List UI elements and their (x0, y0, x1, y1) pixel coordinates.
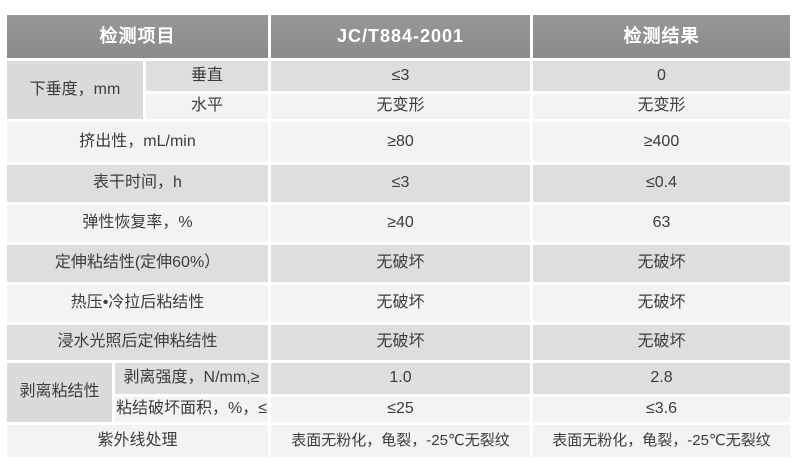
result-value: 无变形 (533, 94, 790, 119)
standard-value: 无破坏 (271, 245, 530, 282)
sub-label-peel-strength: 剥离强度，N/mm,≥ (115, 363, 268, 394)
result-value: ≤3.6 (533, 397, 790, 422)
row-label: 挤出性，mL/min (7, 122, 268, 162)
row-group-sag: 下垂度，mm 垂直 ≤3 0 水平 无变形 无变形 (7, 61, 790, 119)
standard-value: 1.0 (271, 363, 530, 394)
header-cell-standard: JC/T884-2001 (271, 15, 530, 58)
sub-label-horizontal: 水平 (146, 94, 268, 119)
standard-value: 无变形 (271, 94, 530, 119)
standard-value: ≤3 (271, 165, 530, 202)
row-label: 热压•冷拉后粘结性 (7, 285, 268, 322)
row-group-peel: 剥离粘结性 剥离强度，N/mm,≥ 1.0 2.8 粘结破坏面积，%，≤ ≤25… (7, 363, 790, 422)
standard-value: 表面无粉化，龟裂，-25℃无裂纹 (271, 425, 530, 457)
sub-label-vertical: 垂直 (146, 61, 268, 91)
row-label: 定伸粘结性(定伸60%） (7, 245, 268, 282)
row-tack-free-time: 表干时间，h ≤3 ≤0.4 (7, 165, 790, 202)
result-value: 无破坏 (533, 325, 790, 360)
standard-value: 无破坏 (271, 285, 530, 322)
result-value: 表面无粉化，龟裂，-25℃无裂纹 (533, 425, 790, 457)
row-label: 表干时间，h (7, 165, 268, 202)
result-value: 63 (533, 205, 790, 242)
row-bond-failure-area: 粘结破坏面积，%，≤ ≤25 ≤3.6 (115, 397, 790, 422)
row-label: 弹性恢复率，% (7, 205, 268, 242)
header-cell-result: 检测结果 (533, 15, 790, 58)
result-value: ≤0.4 (533, 165, 790, 202)
row-heat-press-cold-pull-adhesion: 热压•冷拉后粘结性 无破坏 无破坏 (7, 285, 790, 322)
result-value: ≥400 (533, 122, 790, 162)
standard-value: ≥40 (271, 205, 530, 242)
test-results-table: 检测项目 JC/T884-2001 检测结果 下垂度，mm 垂直 ≤3 0 水平… (7, 15, 790, 457)
row-uv-treatment: 紫外线处理 表面无粉化，龟裂，-25℃无裂纹 表面无粉化，龟裂，-25℃无裂纹 (7, 425, 790, 457)
row-label: 紫外线处理 (7, 425, 268, 457)
row-fixed-elongation-adhesion: 定伸粘结性(定伸60%） 无破坏 无破坏 (7, 245, 790, 282)
standard-value: ≤3 (271, 61, 530, 91)
header-cell-test-item: 检测项目 (7, 15, 268, 58)
sub-label-bond-failure-area: 粘结破坏面积，%，≤ (115, 397, 268, 422)
row-elastic-recovery: 弹性恢复率，% ≥40 63 (7, 205, 790, 242)
row-extrudability: 挤出性，mL/min ≥80 ≥400 (7, 122, 790, 162)
result-value: 0 (533, 61, 790, 91)
standard-value: 无破坏 (271, 325, 530, 360)
table-header-row: 检测项目 JC/T884-2001 检测结果 (7, 15, 790, 58)
row-group-sag-label: 下垂度，mm (7, 61, 143, 119)
standard-value: ≥80 (271, 122, 530, 162)
row-sag-vertical: 垂直 ≤3 0 (146, 61, 790, 91)
row-sag-horizontal: 水平 无变形 无变形 (146, 94, 790, 119)
standard-value: ≤25 (271, 397, 530, 422)
result-value: 2.8 (533, 363, 790, 394)
row-peel-strength: 剥离强度，N/mm,≥ 1.0 2.8 (115, 363, 790, 394)
row-water-light-adhesion: 浸水光照后定伸粘结性 无破坏 无破坏 (7, 325, 790, 360)
row-group-peel-label: 剥离粘结性 (7, 363, 112, 422)
row-label: 浸水光照后定伸粘结性 (7, 325, 268, 360)
result-value: 无破坏 (533, 245, 790, 282)
result-value: 无破坏 (533, 285, 790, 322)
